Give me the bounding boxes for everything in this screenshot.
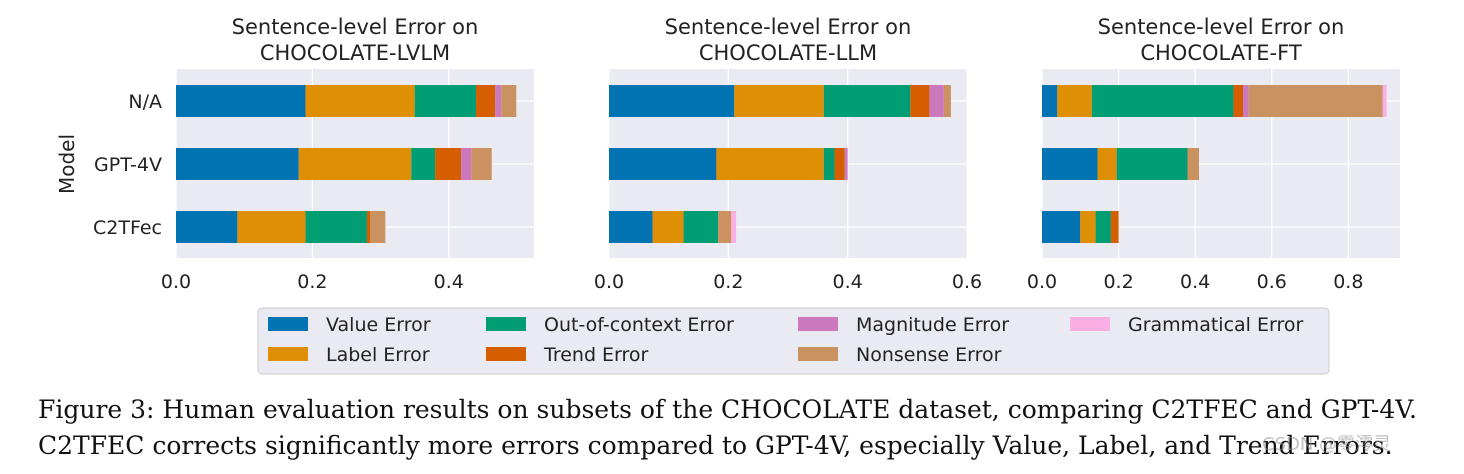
bar-value-error-gpt-4v: [176, 148, 299, 180]
legend-swatch-grammatical-error: [1070, 317, 1110, 331]
bar-value-error-c2tfec: [176, 211, 238, 243]
legend-label-grammatical-error: Grammatical Error: [1128, 314, 1303, 336]
bar-out-of-context-error-c2tfec: [1095, 211, 1111, 243]
caption-line-1: Figure 3: Human evaluation results on su…: [38, 395, 1417, 424]
legend-label-trend-error: Trend Error: [543, 344, 649, 366]
x-tick-label: 0.0: [594, 271, 624, 293]
bar-trend-error-n-a: [910, 85, 930, 117]
y-tick-label: C2TFec: [93, 217, 162, 239]
watermark-text: CSDN @零澪灵: [1262, 434, 1392, 455]
bar-out-of-context-error-n-a: [414, 85, 477, 117]
x-tick-label: 0.4: [833, 271, 863, 293]
bar-value-error-c2tfec: [1042, 211, 1081, 243]
legend-swatch-out-of-context-error: [486, 317, 526, 331]
chart-panel-3: 0.0 0.2 0.4 0.6 0.8 Sentence-level Error onCH…: [1027, 15, 1400, 293]
x-tick-label: 0.0: [1027, 271, 1057, 293]
bar-out-of-context-error-c2tfec: [683, 211, 719, 243]
bar-trend-error-c2tfec: [1110, 211, 1119, 243]
bar-nonsense-error-n-a: [1248, 85, 1383, 117]
x-tick-label: 0.2: [297, 271, 327, 293]
y-tick-label: N/A: [128, 91, 162, 113]
legend-swatch-value-error: [268, 317, 308, 331]
bar-value-error-gpt-4v: [1042, 148, 1098, 180]
bar-value-error-n-a: [1042, 85, 1058, 117]
figure-caption: Figure 3: Human evaluation results on su…: [38, 392, 1448, 464]
bar-label-error-n-a: [1057, 85, 1092, 117]
bar-out-of-context-error-c2tfec: [305, 211, 367, 243]
bar-magnitude-error-n-a: [1243, 85, 1249, 117]
bar-nonsense-error-n-a: [943, 85, 951, 117]
bar-out-of-context-error-gpt-4v: [1116, 148, 1188, 180]
chart-title-line-2: CHOCOLATE-FT: [1140, 41, 1301, 65]
bar-value-error-gpt-4v: [609, 148, 717, 180]
chart-title-line-2: CHOCOLATE-LLM: [699, 41, 877, 65]
x-tick-label: 0.6: [952, 271, 982, 293]
bar-trend-error-c2tfec: [366, 211, 371, 243]
bar-trend-error-n-a: [476, 85, 496, 117]
x-tick-label: 0.2: [1103, 271, 1133, 293]
bar-label-error-gpt-4v: [298, 148, 412, 180]
bar-magnitude-error-gpt-4v: [844, 148, 848, 180]
legend-swatch-magnitude-error: [798, 317, 838, 331]
legend-label-out-of-context-error: Out-of-context Error: [544, 314, 734, 336]
legend-swatch-nonsense-error: [798, 347, 838, 361]
caption-line-2: C2TFEC corrects significantly more error…: [38, 431, 1393, 460]
chart-title-line-2: CHOCOLATE-LVLM: [260, 41, 450, 65]
bar-label-error-gpt-4v: [716, 148, 824, 180]
bar-nonsense-error-gpt-4v: [1187, 148, 1199, 180]
bar-value-error-n-a: [176, 85, 306, 117]
x-tick-label: 0.4: [434, 271, 464, 293]
bar-label-error-c2tfec: [1080, 211, 1096, 243]
x-tick-label: 0.6: [1257, 271, 1287, 293]
bar-label-error-gpt-4v: [1097, 148, 1117, 180]
y-axis-label: Model: [55, 134, 79, 194]
bar-magnitude-error-gpt-4v: [461, 148, 472, 180]
bar-nonsense-error-n-a: [501, 85, 517, 117]
bar-magnitude-error-n-a: [495, 85, 502, 117]
bar-out-of-context-error-n-a: [1091, 85, 1234, 117]
legend-label-label-error: Label Error: [326, 344, 430, 366]
chart-panel-2: 0.0 0.2 0.4 0.6 Sentence-level Error onCHOCO…: [594, 15, 982, 293]
bar-nonsense-error-c2tfec: [718, 211, 732, 243]
chart-title-line-1: Sentence-level Error on: [1098, 15, 1345, 39]
chart-title-line-1: Sentence-level Error on: [232, 15, 479, 39]
chart-title-line-1: Sentence-level Error on: [665, 15, 912, 39]
bar-grammatical-error-n-a: [1382, 85, 1387, 117]
legend-label-value-error: Value Error: [326, 314, 431, 336]
bar-value-error-c2tfec: [609, 211, 653, 243]
bar-label-error-n-a: [734, 85, 824, 117]
bar-value-error-n-a: [609, 85, 735, 117]
legend-label-magnitude-error: Magnitude Error: [856, 314, 1009, 336]
x-tick-label: 0.4: [1180, 271, 1210, 293]
legend-swatch-label-error: [268, 347, 308, 361]
chart-panel-1: 0.0 0.2 0.4 Sentence-level Error onCHOCOLAT…: [55, 15, 534, 293]
y-tick-label: GPT-4V: [94, 154, 162, 176]
x-tick-label: 0.8: [1333, 271, 1363, 293]
bar-label-error-n-a: [305, 85, 415, 117]
bar-out-of-context-error-gpt-4v: [411, 148, 436, 180]
bar-trend-error-gpt-4v: [435, 148, 462, 180]
bar-out-of-context-error-n-a: [823, 85, 911, 117]
x-tick-label: 0.2: [713, 271, 743, 293]
bar-magnitude-error-n-a: [929, 85, 944, 117]
legend-label-nonsense-error: Nonsense Error: [856, 344, 1002, 366]
bar-trend-error-gpt-4v: [834, 148, 845, 180]
bar-out-of-context-error-gpt-4v: [823, 148, 835, 180]
bar-label-error-c2tfec: [652, 211, 684, 243]
legend: Value Error Label Error Out-of-context Err…: [257, 307, 1330, 375]
bar-trend-error-n-a: [1233, 85, 1244, 117]
bar-nonsense-error-c2tfec: [370, 211, 386, 243]
bar-grammatical-error-c2tfec: [731, 211, 737, 243]
legend-swatch-trend-error: [486, 347, 526, 361]
x-tick-label: 0.0: [161, 271, 191, 293]
bar-label-error-c2tfec: [237, 211, 306, 243]
bar-nonsense-error-gpt-4v: [471, 148, 492, 180]
